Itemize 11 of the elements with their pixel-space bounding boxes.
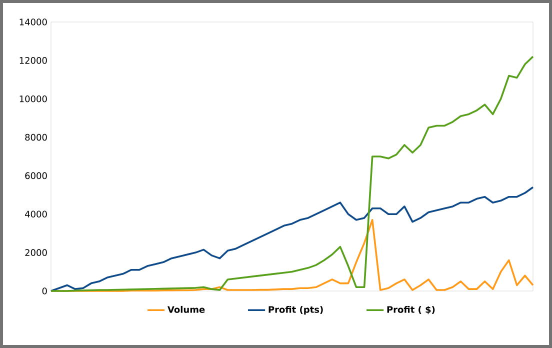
y-tick-label: 12000 (20, 57, 47, 64)
legend-label: Profit (pts) (268, 306, 323, 315)
y-tick-label: 10000 (20, 95, 47, 102)
y-tick-label: 6000 (25, 172, 47, 180)
legend-label: Volume (168, 306, 205, 313)
y-tick-label: 2000 (25, 249, 47, 256)
y-tick-label: 8000 (25, 134, 47, 141)
y-tick-label: 0 (42, 288, 47, 294)
y-tick-label: 4000 (25, 210, 47, 218)
legend-label: Profit ( $) (387, 306, 435, 314)
y-tick-label: 14000 (20, 18, 47, 26)
